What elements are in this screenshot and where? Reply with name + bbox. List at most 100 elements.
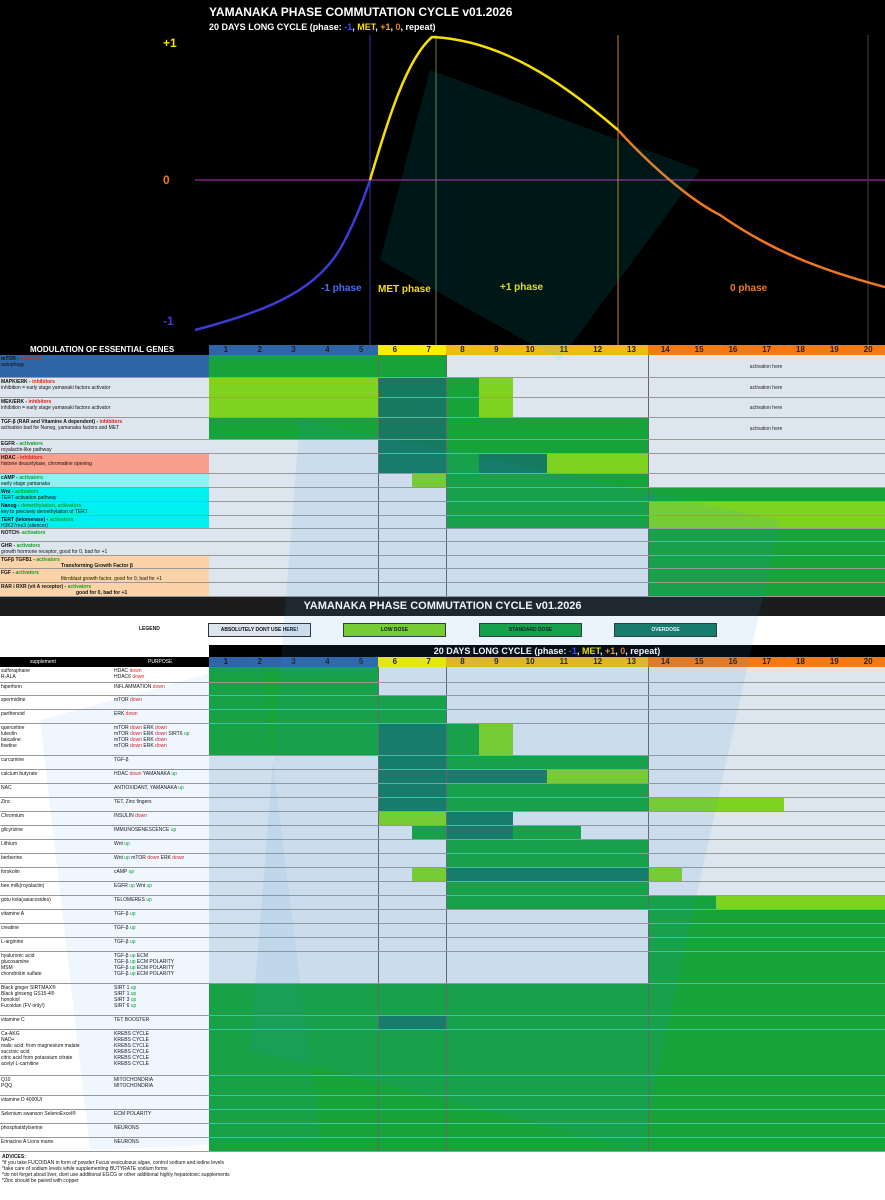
- grid-line: [445, 502, 447, 515]
- supplement-name: MSM: [1, 965, 13, 971]
- gene-action: activators: [14, 489, 39, 495]
- supplement-row: vitamine C TET BOOSTER: [0, 1016, 885, 1030]
- dose-segment: [445, 516, 649, 528]
- legend-low-dose: LOW DOSE: [343, 623, 446, 637]
- supplement-purpose: Wnt up: [114, 841, 208, 847]
- grid-line: [378, 868, 379, 881]
- phase-chart: YAMANAKA PHASE COMMUTATION CYCLE v01.202…: [0, 0, 885, 345]
- supplement-label-bg: [0, 854, 209, 867]
- purpose-line: HDAC down: [114, 668, 208, 674]
- dose-segment: [648, 924, 885, 937]
- dose-segment: [378, 378, 446, 397]
- purpose-part: Wnt: [114, 855, 125, 861]
- grid-line: [378, 924, 379, 937]
- purpose-line: Wnt up: [114, 841, 208, 847]
- day-14-cell: 14: [648, 345, 683, 355]
- grid-line: [378, 984, 379, 1015]
- purpose-part: down: [132, 674, 145, 680]
- supplement-name: Zinc: [1, 799, 11, 805]
- gene-row: MAPK/ERK - inhibitors inhibition = early …: [0, 378, 885, 398]
- grid-line: [445, 696, 447, 709]
- purpose-line: INSULIN down: [114, 813, 208, 819]
- day-7-cell: 7: [411, 657, 446, 667]
- advice-line: *if you take FUCOIDAN in form of powder …: [2, 1160, 225, 1166]
- purpose-part: YAMANAKA: [141, 771, 172, 777]
- gene-row: cAMP - activators early stage yamanaka: [0, 474, 885, 488]
- day-8-cell: 8: [445, 657, 480, 667]
- supplement-names: Ca-AKG NAD+ malic acid: from magnesium mal…: [1, 1031, 113, 1067]
- supplement-label-bg: [0, 756, 209, 769]
- purpose-line: KREBS CYCLE: [114, 1049, 208, 1055]
- grid-line: [378, 355, 379, 377]
- supplement-name: berberine: [1, 855, 23, 861]
- gene-name: MAPK/ERK - inhibitors: [1, 379, 208, 385]
- grid-line: [648, 840, 650, 853]
- grid-line: [378, 398, 379, 417]
- purpose-line: SIRT 1 up: [114, 985, 208, 991]
- grid-line: [648, 812, 650, 825]
- grid-line: [648, 502, 650, 515]
- supplement-purpose: HDAC down HDAC6 down: [114, 668, 208, 680]
- grid-line: [648, 784, 650, 797]
- purpose-line: TGF-β up ECM POLARITY: [114, 965, 208, 971]
- grid-line: [378, 454, 379, 473]
- purpose-part: TGF-β: [114, 965, 130, 971]
- gene-label: EGFR - activators royalactin-like pathway: [0, 440, 209, 453]
- supplement-row: forskolin cAMP up: [0, 868, 885, 882]
- purpose-part: down: [125, 711, 138, 717]
- supplement-label-bg: [0, 826, 209, 839]
- grid-line: [378, 418, 379, 439]
- purpose-part: up: [171, 771, 177, 777]
- supplement-names: berberine: [1, 855, 113, 861]
- grid-line: [445, 418, 447, 439]
- purpose-part: ECM POLARITY: [135, 971, 175, 977]
- day-5-cell: 5: [344, 657, 378, 667]
- purpose-part: mTOR: [114, 731, 131, 737]
- gene-label: Wnt - activators TERT activation pathway: [0, 488, 209, 501]
- grid-line: [445, 454, 447, 473]
- supplement-purpose: TET, Zinc fingers: [114, 799, 208, 805]
- supplement-label-bg: [0, 812, 209, 825]
- gene-action: activators: [16, 543, 41, 549]
- supplement-name: hyaluronic acid: [1, 953, 35, 959]
- grid-line: [378, 1124, 379, 1137]
- supplement-row: Lithium Wnt up: [0, 840, 885, 854]
- gene-description: TERT activation pathway: [1, 495, 57, 501]
- purpose-line: MITOCHONDRIA: [114, 1077, 208, 1083]
- gene-note: activation here: [749, 363, 783, 370]
- supplement-label-bg: [0, 683, 209, 695]
- advices: ADVICES: *if you take FUCOIDAN in form o…: [2, 1154, 230, 1184]
- grid-line: [445, 398, 447, 417]
- purpose-part: KREBS CYCLE: [114, 1055, 150, 1061]
- y-label-minus-one: -1: [163, 314, 174, 328]
- purpose-part: down: [130, 737, 142, 743]
- grid-line: [378, 583, 379, 596]
- dose-segment: [378, 1016, 446, 1029]
- grid-line: [445, 1096, 447, 1109]
- grid-line: [648, 924, 650, 937]
- supplement-names: glicyrizine: [1, 827, 113, 833]
- grid-line: [378, 1110, 379, 1123]
- gene-label: MAPK/ERK - inhibitors inhibition = early …: [0, 378, 209, 397]
- supplement-name: Lithium: [1, 841, 18, 847]
- purpose-line: cAMP up: [114, 869, 208, 875]
- supplement-names: Lithium: [1, 841, 113, 847]
- grid-line: [445, 667, 447, 682]
- dose-segment: [479, 454, 547, 473]
- supplement-names: calcium butyrate: [1, 771, 113, 777]
- supplement-purpose: INSULIN down: [114, 813, 208, 819]
- gene-name: TGF-β (RAR and Vitamine A dependent) - i…: [1, 419, 208, 425]
- dose-segment: [378, 454, 446, 473]
- supplement-purpose: IMMUNOSENESCENCE up: [114, 827, 208, 833]
- gene-description: good for 0, bad for +1: [76, 590, 128, 596]
- supplement-row: Q10 PQQ MITOCHONDRIA MITOCHONDRIA: [0, 1076, 885, 1096]
- gene-label: cAMP - activators early stage yamanaka: [0, 474, 209, 487]
- grid-line: [648, 910, 650, 923]
- col-supplement: supplement: [30, 659, 56, 665]
- grid-line: [445, 683, 447, 695]
- dose-segment: [445, 840, 649, 853]
- gene-action: activators: [67, 584, 92, 590]
- grid-line: [445, 1030, 447, 1075]
- supplement-names: vitamine D 4000UI: [1, 1097, 113, 1103]
- grid-line: [445, 854, 447, 867]
